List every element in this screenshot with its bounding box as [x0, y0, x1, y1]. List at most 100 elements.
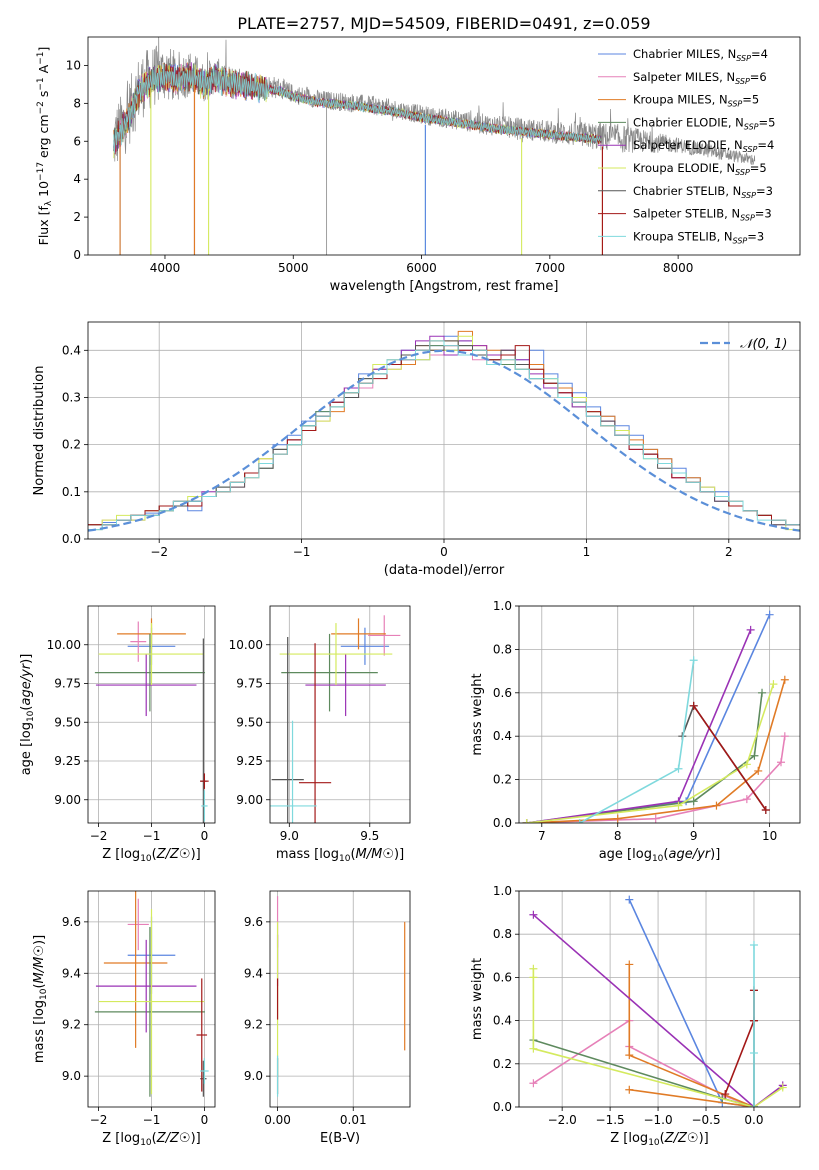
weight-marker [529, 1079, 538, 1088]
mass_weight_vs_Z-plot-area [529, 895, 787, 1107]
residuals-plot-area [88, 330, 800, 532]
y-axis-label: mass [log10(M/M☉)] [32, 935, 49, 1063]
errorbar-point-salpeter-elodie [95, 654, 197, 717]
y-tick-label: 0.4 [493, 729, 512, 743]
x-axis-label: wavelength [Angstrom, rest frame] [330, 279, 559, 294]
y-tick-label: 0.2 [62, 438, 81, 452]
weight-marker [749, 1049, 758, 1057]
legend-label: Salpeter ELODIE, NSSP=4 [633, 138, 774, 154]
errorbar-point-kroupa-miles [103, 891, 168, 1048]
weight-marker [754, 766, 763, 775]
weight-marker [769, 680, 778, 689]
y-tick-label: 0.3 [62, 390, 81, 404]
x-tick-label: 9 [690, 829, 698, 843]
weight-marker [742, 795, 751, 804]
y-tick-label: 1.0 [493, 884, 512, 898]
x-tick-label: 6000 [406, 261, 437, 275]
y-tick-label: 9.75 [54, 677, 81, 691]
age_vs_mass-axes: 9.0 9.5 9.00 9.25 9.50 9.75 10.00 mass [log10(M… [229, 606, 410, 864]
mass_weight_vs_age-plot-area [522, 610, 789, 823]
weight-marker [575, 819, 584, 823]
spectrum-model-kroupa-stelib [113, 64, 602, 154]
errorbar-point-salpeter-stelib [298, 643, 332, 823]
x-tick-label: −2.0 [548, 1113, 577, 1127]
x-tick-label: 0.01 [340, 1113, 367, 1127]
weight-marker [689, 656, 698, 665]
y-tick-label: 9.0 [62, 1069, 81, 1083]
x-tick-label: 9.0 [280, 829, 299, 843]
weight-marker [750, 751, 759, 760]
errorbar-point-chabrier-elodie [94, 927, 205, 1097]
x-tick-label: −1.5 [596, 1113, 625, 1127]
mass_vs_Z-axes: −2 −1 0 9.0 9.2 9.4 9.6 Z [log10(Z/Z☉)] mass [lo… [32, 891, 215, 1148]
weight-marker [625, 895, 634, 904]
weight-line-salpeter-stelib [724, 990, 755, 1095]
x-tick-label: 5000 [278, 261, 309, 275]
x-tick-label: −2 [90, 829, 108, 843]
legend-label: 𝒩(0, 1) [740, 337, 787, 352]
weight-marker [721, 1090, 730, 1099]
y-tick-label: 4 [73, 172, 81, 186]
weight-marker [625, 1085, 634, 1094]
mass_vs_Z-plot-area [94, 891, 209, 1097]
x-tick-label: 0.00 [264, 1113, 291, 1127]
y-tick-label: 0.0 [62, 532, 81, 546]
weight-marker [689, 701, 698, 710]
histogram-kroupa-stelib [88, 340, 800, 531]
legend-label: Chabrier MILES, NSSP=4 [633, 47, 768, 63]
weight-marker [625, 960, 634, 969]
errorbar-point-salpeter-miles [130, 621, 147, 662]
weight-line-chabrier-elodie [533, 1039, 755, 1107]
x-tick-label: 8000 [663, 261, 694, 275]
y-tick-label: 9.2 [244, 1018, 263, 1032]
figure-title: PLATE=2757, MJD=54509, FIBERID=0491, z=0… [237, 14, 650, 33]
y-tick-label: 10.00 [229, 638, 263, 652]
errorbar-point-kroupa-stelib [270, 720, 317, 823]
x-axis-label: age [log10(age/yr)] [599, 847, 721, 864]
errorbar-point-salpeter-stelib [200, 773, 209, 789]
errorbar-point-kroupa-stelib [200, 1058, 209, 1084]
y-tick-label: 1.0 [493, 599, 512, 613]
x-tick-label: 0 [440, 545, 448, 559]
age_vs_mass-plot-area [270, 615, 401, 823]
y-tick-label: 0.4 [62, 343, 81, 357]
x-tick-label: −0.5 [691, 1113, 720, 1127]
weight-marker [529, 973, 538, 982]
x-axis-label: Z [log10(Z/Z☉)] [102, 1131, 200, 1148]
mass_weight_vs_Z-axes: −2.0 −1.5 −1.0 −0.5 0.0 0.0 0.2 0.4 0.6 0.8 1.0 Z [… [470, 884, 800, 1148]
weight-marker [780, 732, 789, 741]
spectrum-legend: Chabrier MILES, NSSP=4 Salpeter MILES, NS… [598, 47, 775, 245]
spectrum-axes: 4000 5000 6000 7000 8000 0 2 4 6 8 10 wavelength [A… [36, 47, 693, 294]
x-axis-label: E(B-V) [320, 1131, 360, 1146]
spectrum-frame [87, 36, 801, 256]
x-tick-label: −1 [293, 545, 311, 559]
x-tick-label: −2 [90, 1113, 108, 1127]
mass_vs_EBV-axes: 0.00 0.01 9.0 9.2 9.4 9.6 E(B-V) [244, 891, 410, 1146]
weight-line-salpeter-stelib [693, 705, 767, 811]
y-tick-label: 0.8 [493, 927, 512, 941]
weight-marker [529, 910, 538, 919]
weight-marker [780, 675, 789, 684]
errorbar-point-salpeter-stelib [196, 978, 208, 1092]
y-tick-label: 0.4 [493, 1014, 512, 1028]
legend-label: Chabrier ELODIE, NSSP=5 [633, 115, 775, 131]
y-tick-label: 9.0 [244, 1069, 263, 1083]
y-tick-label: 0.0 [493, 1100, 512, 1114]
x-tick-label: 7000 [535, 261, 566, 275]
spectrum-plot-area [113, 37, 756, 255]
y-tick-label: 0.2 [493, 773, 512, 787]
x-tick-label: 7 [538, 829, 546, 843]
legend-label: Kroupa ELODIE, NSSP=5 [633, 161, 767, 177]
weight-line-kroupa-miles [628, 964, 755, 1107]
mass_vs_EBV-plot-area [276, 896, 406, 1097]
weight-marker [674, 801, 683, 810]
x-tick-label: −2 [150, 545, 168, 559]
y-tick-label: 9.6 [62, 915, 81, 929]
y-tick-label: 0.6 [493, 686, 512, 700]
y-tick-label: 0 [73, 248, 81, 262]
weight-marker [749, 1103, 758, 1107]
residuals-frame [87, 321, 801, 540]
errorbar-point-kroupa-miles [331, 618, 386, 650]
x-tick-label: 8 [614, 829, 622, 843]
